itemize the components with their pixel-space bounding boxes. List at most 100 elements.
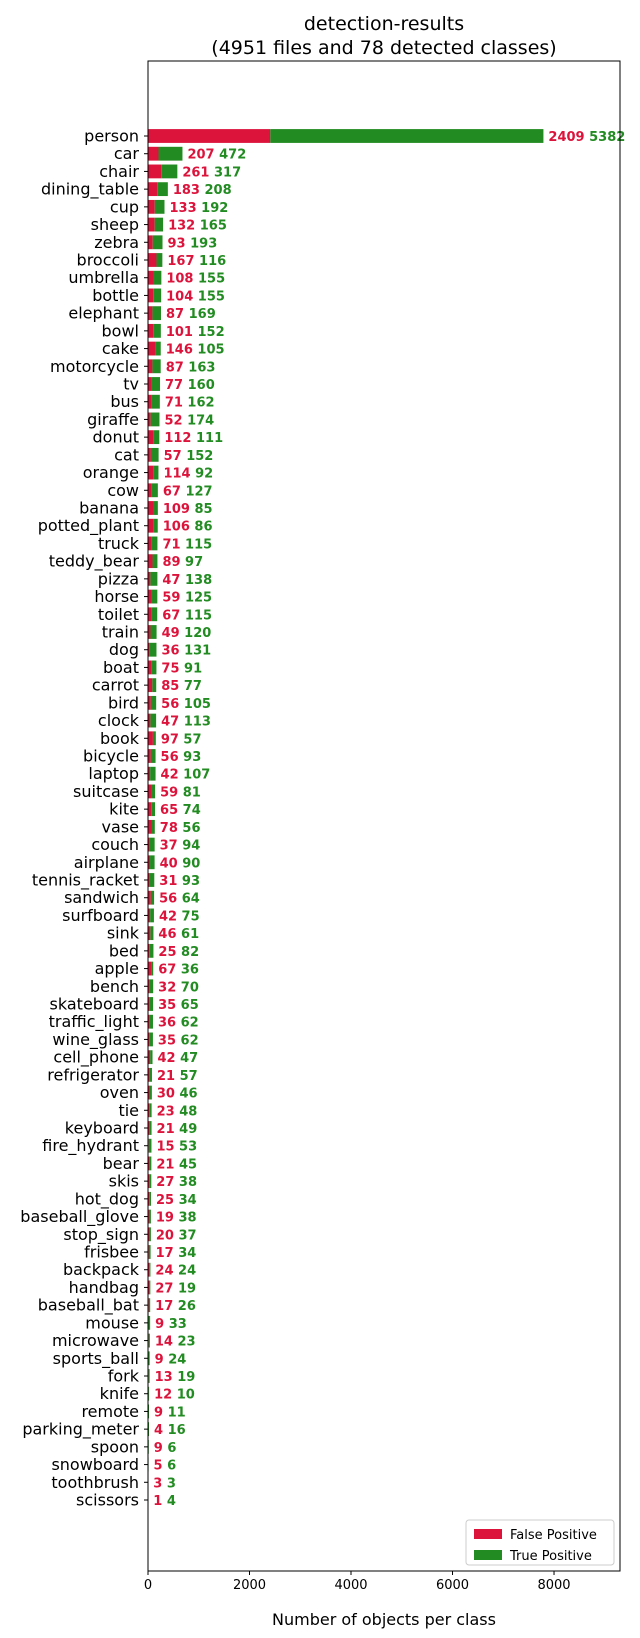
false-positive-count: 56: [159, 892, 177, 907]
true-positive-count: 115: [181, 537, 213, 552]
value-label: 1 4: [153, 1494, 176, 1509]
category-label: frisbee: [84, 1243, 139, 1262]
value-label: 27 38: [156, 1175, 197, 1190]
bar-true-positive: [151, 660, 157, 675]
bar-true-positive: [154, 217, 164, 232]
category-labels: personcarchairdining_tablecupsheepzebrab…: [20, 127, 148, 1510]
bar-true-positive: [148, 1369, 150, 1383]
bar-true-positive: [149, 1121, 152, 1135]
category-label: hot_dog: [75, 1189, 139, 1209]
true-positive-count: 48: [175, 1104, 198, 1119]
false-positive-count: 37: [160, 839, 178, 854]
value-label: 87 163: [166, 360, 216, 375]
false-positive-count: 261: [182, 165, 209, 180]
false-positive-count: 97: [161, 732, 179, 747]
false-positive-count: 183: [173, 183, 200, 198]
false-positive-count: 146: [166, 343, 193, 358]
x-tick-label: 2000: [233, 1578, 266, 1593]
value-label: 15 53: [156, 1140, 197, 1155]
value-label: 19 38: [156, 1211, 197, 1226]
false-positive-count: 5: [154, 1459, 163, 1474]
bar-false-positive: [148, 1280, 150, 1295]
bar-false-positive: [148, 837, 150, 852]
category-label: cat: [114, 445, 139, 464]
bar-false-positive: [148, 979, 150, 994]
false-positive-count: 36: [161, 644, 179, 659]
false-positive-count: 59: [162, 591, 180, 606]
bar-false-positive: [148, 855, 151, 870]
value-label: 21 49: [157, 1122, 198, 1137]
false-positive-count: 71: [162, 537, 180, 552]
bar-true-positive: [150, 571, 158, 586]
false-positive-count: 108: [166, 272, 193, 287]
bar-true-positive: [150, 926, 154, 941]
bar-true-positive: [154, 199, 165, 214]
true-positive-count: 127: [181, 484, 213, 499]
true-positive-count: 86: [190, 520, 213, 535]
category-label: carrot: [92, 676, 139, 695]
bar-true-positive: [157, 182, 168, 197]
category-label: wine_glass: [52, 1030, 139, 1050]
value-label: 104 155: [166, 289, 225, 304]
bar-false-positive: [148, 536, 152, 551]
category-label: keyboard: [65, 1119, 139, 1138]
category-label: dog: [109, 640, 139, 659]
value-label: 42 107: [161, 768, 211, 783]
bar-false-positive: [148, 518, 154, 533]
bar-false-positive: [148, 146, 159, 161]
value-label: 31 93: [159, 874, 200, 889]
category-label: teddy_bear: [49, 552, 140, 572]
legend-label-true-positive: True Positive: [509, 1549, 592, 1564]
false-positive-count: 57: [164, 449, 182, 464]
bar-false-positive: [148, 802, 152, 817]
value-label: 24 24: [155, 1264, 196, 1279]
bar-false-positive: [148, 323, 154, 338]
true-positive-count: 49: [175, 1122, 198, 1137]
bar-true-positive: [150, 625, 157, 639]
true-positive-count: 38: [174, 1175, 197, 1190]
bar-false-positive: [148, 377, 152, 391]
bar-false-positive: [148, 1067, 150, 1082]
false-positive-count: 9: [155, 1317, 164, 1332]
bar-false-positive: [148, 873, 150, 887]
value-label: 56 64: [159, 892, 200, 907]
true-positive-count: 113: [179, 715, 211, 730]
value-label: 14 23: [155, 1335, 196, 1350]
true-positive-count: 65: [176, 998, 199, 1013]
true-positive-count: 317: [209, 165, 241, 180]
bar-true-positive: [150, 589, 158, 604]
value-label: 23 48: [157, 1104, 198, 1119]
value-label: 56 105: [161, 697, 211, 712]
false-positive-count: 4: [154, 1423, 163, 1438]
value-label: 30 46: [157, 1087, 198, 1102]
value-label: 207 472: [187, 148, 246, 163]
false-positive-count: 24: [155, 1264, 173, 1279]
legend-swatch-true-positive: [474, 1550, 502, 1560]
category-label: clock: [98, 711, 140, 730]
bar-true-positive: [151, 536, 158, 551]
x-tick-label: 6000: [436, 1578, 469, 1593]
bar-true-positive: [152, 678, 157, 693]
false-positive-count: 35: [158, 998, 176, 1013]
value-label: 101 152: [166, 325, 225, 340]
category-label: parking_meter: [22, 1420, 139, 1440]
value-label: 67 115: [162, 608, 212, 623]
false-positive-count: 17: [155, 1299, 173, 1314]
category-label: mouse: [85, 1313, 139, 1332]
true-positive-count: 11: [163, 1405, 186, 1420]
bar-false-positive: [148, 501, 154, 515]
true-positive-count: 174: [183, 413, 215, 428]
false-positive-count: 65: [160, 803, 178, 818]
true-positive-count: 34: [174, 1193, 197, 1208]
value-label: 59 125: [162, 591, 212, 606]
bar-true-positive: [148, 1351, 150, 1366]
category-label: tie: [118, 1101, 139, 1120]
true-positive-count: 26: [173, 1299, 196, 1314]
false-positive-count: 35: [158, 1033, 176, 1048]
category-label: cup: [110, 197, 139, 216]
value-label: 71 115: [162, 537, 212, 552]
value-label: 17 26: [155, 1299, 196, 1314]
chart-title: detection-results: [304, 13, 464, 35]
bar-false-positive: [148, 1227, 150, 1242]
bar-false-positive: [148, 819, 152, 834]
